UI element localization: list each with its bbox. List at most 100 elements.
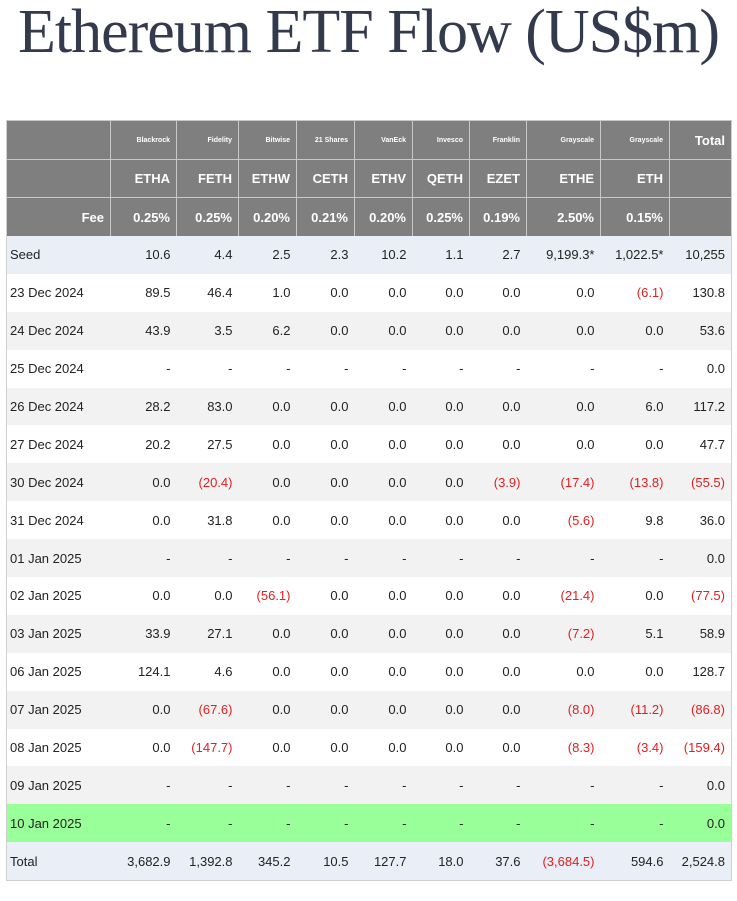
flow-value: 0.0	[469, 501, 527, 540]
ticker-header-row: ETHA FETH ETHW CETH ETHV QETH EZET ETHE ETH	[6, 159, 732, 198]
flow-value: 0.0	[526, 273, 601, 312]
total-header: Total	[669, 120, 732, 160]
issuer-header: Franklin	[469, 120, 527, 160]
table-row: 03 Jan 2025 33.9 27.1 0.0 0.0 0.0 0.0 0.0 (7.2) 5…	[6, 614, 732, 653]
flow-value: 0.0	[669, 804, 732, 843]
flow-value: 0.0	[412, 614, 470, 653]
flow-value: 0.0	[412, 311, 470, 350]
flow-value: (8.3)	[526, 728, 601, 767]
flow-value: 0.0	[296, 652, 355, 691]
flow-value: (67.6)	[176, 690, 239, 729]
header-corner-cell	[6, 120, 111, 160]
flow-value: 43.9	[110, 311, 177, 350]
flow-value: 0.0	[354, 463, 413, 502]
flow-value: (3.4)	[600, 728, 670, 767]
issuer-header: Grayscale	[526, 120, 601, 160]
row-label: 25 Dec 2024	[6, 349, 111, 388]
flow-value: -	[526, 804, 601, 843]
flow-value: -	[469, 766, 527, 805]
row-label: 06 Jan 2025	[6, 652, 111, 691]
flow-value: 0.0	[469, 387, 527, 426]
flow-value: 0.0	[412, 577, 470, 615]
flow-value: (56.1)	[238, 577, 297, 615]
flow-value: 10.2	[354, 236, 413, 274]
flow-value: (77.5)	[669, 577, 732, 615]
ticker-header: ETHW	[238, 159, 297, 198]
flow-value: -	[354, 349, 413, 388]
flow-value: 10,255	[669, 236, 732, 274]
fee-value: 0.20%	[354, 197, 413, 236]
flow-value: -	[176, 804, 239, 843]
flow-value: (11.2)	[600, 690, 670, 729]
flow-value: 0.0	[296, 463, 355, 502]
table-row: 06 Jan 2025 124.1 4.6 0.0 0.0 0.0 0.0 0.0 0.0 0.0…	[6, 652, 732, 691]
row-label: 09 Jan 2025	[6, 766, 111, 805]
flow-value: -	[110, 539, 177, 578]
flow-value: 0.0	[296, 501, 355, 540]
flow-value: -	[176, 349, 239, 388]
flow-value: 0.0	[354, 501, 413, 540]
row-label: 31 Dec 2024	[6, 501, 111, 540]
flow-value: 0.0	[238, 728, 297, 767]
flow-value: 0.0	[110, 690, 177, 729]
table-row: 09 Jan 2025- - - - - - - - -0.0	[6, 766, 732, 805]
header-corner-cell	[6, 159, 111, 198]
flow-value: -	[354, 539, 413, 578]
flow-value: 0.0	[469, 425, 527, 464]
issuer-header: VanEck	[354, 120, 413, 160]
flow-value: 0.0	[469, 614, 527, 653]
flow-value: 37.6	[469, 842, 527, 882]
flow-value: 0.0	[412, 652, 470, 691]
flow-value: 0.0	[469, 577, 527, 615]
flow-value: 0.0	[412, 463, 470, 502]
flow-value: 89.5	[110, 273, 177, 312]
flow-value: -	[526, 766, 601, 805]
flow-value: 0.0	[669, 766, 732, 805]
flow-value: 10.6	[110, 236, 177, 274]
issuer-header: Blackrock	[110, 120, 177, 160]
flow-value: 0.0	[412, 690, 470, 729]
table-row: 07 Jan 2025 0.0 (67.6) 0.0 0.0 0.0 0.0 0.0 (8.0)…	[6, 690, 732, 729]
ticker-header: CETH	[296, 159, 355, 198]
flow-value: 3,682.9	[110, 842, 177, 882]
issuer-header: Invesco	[412, 120, 470, 160]
flow-value: 0.0	[669, 349, 732, 388]
flow-value: 4.4	[176, 236, 239, 274]
table-row: 26 Dec 2024 28.2 83.0 0.0 0.0 0.0 0.0 0.0 0.0 6.0…	[6, 387, 732, 426]
fee-header-row: Fee 0.25% 0.25% 0.20% 0.21% 0.20% 0.25% 0.19% 2.…	[6, 197, 732, 236]
row-label: 01 Jan 2025	[6, 539, 111, 578]
table-row: 10 Jan 2025- - - - - - - - -0.0	[6, 804, 732, 843]
flow-value: 1.0	[238, 273, 297, 312]
flow-value: -	[600, 539, 670, 578]
table-row: 01 Jan 2025- - - - - - - - -0.0	[6, 539, 732, 578]
flow-value: -	[176, 766, 239, 805]
issuer-header: 21 Shares	[296, 120, 355, 160]
flow-value: (3.9)	[469, 463, 527, 502]
table-row: 02 Jan 2025 0.0 0.0 (56.1) 0.0 0.0 0.0 0.0 (21.4…	[6, 577, 732, 615]
header-empty-cell	[669, 159, 732, 198]
flow-value: 0.0	[354, 614, 413, 653]
row-label: 03 Jan 2025	[6, 614, 111, 653]
flow-value: 0.0	[526, 652, 601, 691]
table-row: 27 Dec 2024 20.2 27.5 0.0 0.0 0.0 0.0 0.0 0.0 0.0…	[6, 425, 732, 464]
flow-value: -	[296, 804, 355, 843]
flow-value: 0.0	[296, 273, 355, 312]
row-label: 26 Dec 2024	[6, 387, 111, 426]
flow-value: 4.6	[176, 652, 239, 691]
flow-value: 0.0	[412, 501, 470, 540]
flow-value: 0.0	[296, 311, 355, 350]
flow-value: 9.8	[600, 501, 670, 540]
fee-value: 0.25%	[176, 197, 239, 236]
flow-value: 0.0	[600, 652, 670, 691]
flow-value: 0.0	[412, 425, 470, 464]
flow-value: 0.0	[412, 728, 470, 767]
flow-value: (13.8)	[600, 463, 670, 502]
flow-value: -	[176, 539, 239, 578]
flow-value: -	[238, 349, 297, 388]
flow-value: 0.0	[296, 387, 355, 426]
flow-value: 0.0	[526, 311, 601, 350]
fee-value: 0.20%	[238, 197, 297, 236]
flow-value: 1.1	[412, 236, 470, 274]
flow-value: 2.5	[238, 236, 297, 274]
flow-value: 0.0	[110, 728, 177, 767]
